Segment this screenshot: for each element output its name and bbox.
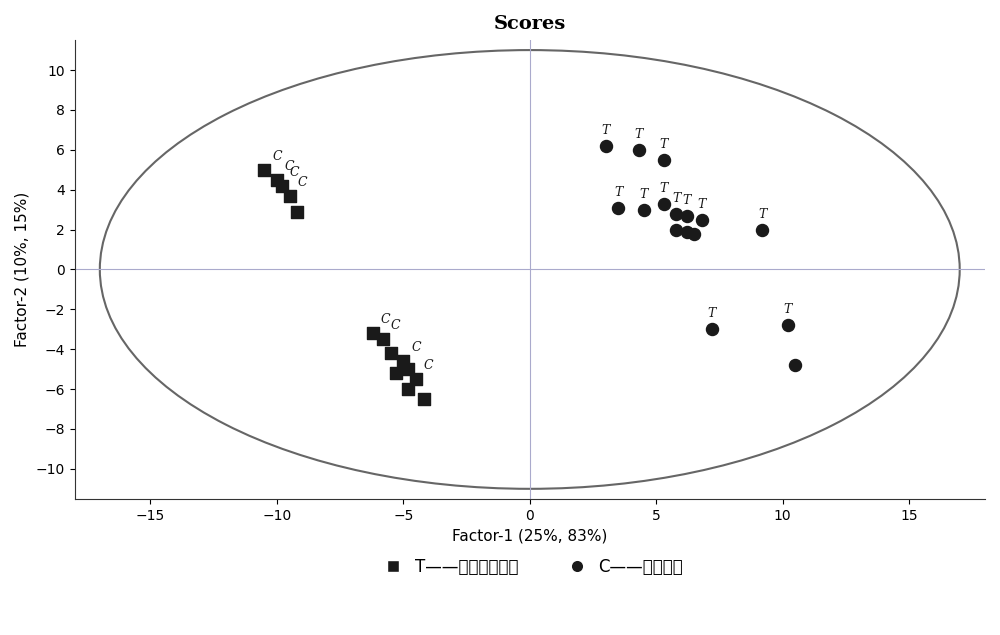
Point [598,141,614,151]
Point [375,334,391,344]
Point [694,215,710,225]
Point [787,360,803,370]
Text: C: C [290,166,299,178]
Point [668,225,684,235]
Legend: T——灰霖感病植株, C——健康植株: T——灰霖感病植株, C——健康植株 [370,551,690,582]
Text: C: C [411,341,421,354]
Text: C: C [297,176,307,189]
Point [388,368,404,378]
Point [686,229,702,239]
Point [256,164,272,175]
Point [274,180,290,190]
Text: C: C [272,150,282,163]
Text: T: T [672,192,681,204]
Text: T: T [639,188,648,201]
Y-axis label: Factor-2 (10%, 15%): Factor-2 (10%, 15%) [15,192,30,347]
Point [400,364,416,374]
Point [408,374,424,384]
Text: T: T [660,138,668,150]
Point [636,204,652,215]
Text: C: C [381,313,390,326]
Point [679,211,695,221]
Point [400,384,416,394]
Text: T: T [660,182,668,195]
Point [416,394,432,404]
Text: T: T [758,208,767,220]
Point [289,206,305,217]
Point [679,227,695,237]
Point [656,155,672,165]
X-axis label: Factor-1 (25%, 83%): Factor-1 (25%, 83%) [452,528,607,543]
Point [656,199,672,209]
Point [383,348,399,358]
Point [780,320,796,330]
Text: T: T [698,197,706,211]
Point [668,208,684,218]
Text: T: T [682,194,691,206]
Point [282,190,298,201]
Point [365,328,381,338]
Text: T: T [708,307,716,320]
Text: C: C [424,359,433,372]
Text: T: T [634,128,643,141]
Point [754,225,770,235]
Text: T: T [614,185,622,199]
Point [395,356,411,366]
Point [631,145,647,155]
Text: T: T [601,124,610,137]
Point [610,203,626,213]
Point [704,324,720,335]
Text: C: C [391,319,401,332]
Text: T: T [784,304,792,316]
Point [269,175,285,185]
Text: C: C [285,160,294,173]
Title: Scores: Scores [494,15,566,33]
